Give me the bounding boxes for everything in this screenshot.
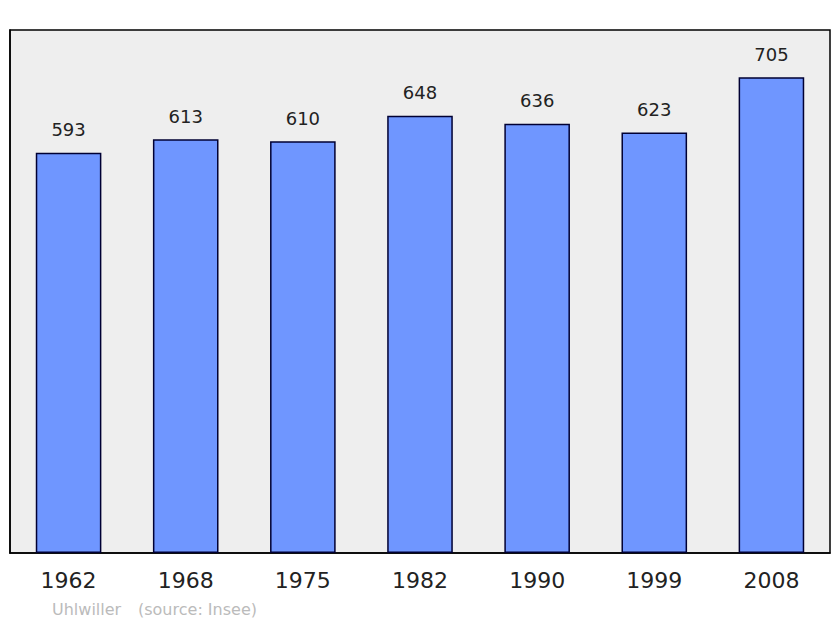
svg-text:Uhlwiller: Uhlwiller <box>52 600 122 619</box>
svg-text:1999: 1999 <box>626 568 682 593</box>
svg-text:1962: 1962 <box>41 568 97 593</box>
svg-text:636: 636 <box>520 90 554 111</box>
svg-text:2008: 2008 <box>743 568 799 593</box>
svg-text:1968: 1968 <box>158 568 214 593</box>
svg-text:1982: 1982 <box>392 568 448 593</box>
svg-text:623: 623 <box>637 99 671 120</box>
svg-text:613: 613 <box>169 106 203 127</box>
svg-text:593: 593 <box>51 119 85 140</box>
svg-text:648: 648 <box>403 82 437 103</box>
svg-text:1990: 1990 <box>509 568 565 593</box>
svg-text:705: 705 <box>754 44 788 65</box>
svg-text:(source: Insee): (source: Insee) <box>138 600 257 619</box>
svg-text:610: 610 <box>286 108 320 129</box>
svg-text:1975: 1975 <box>275 568 331 593</box>
